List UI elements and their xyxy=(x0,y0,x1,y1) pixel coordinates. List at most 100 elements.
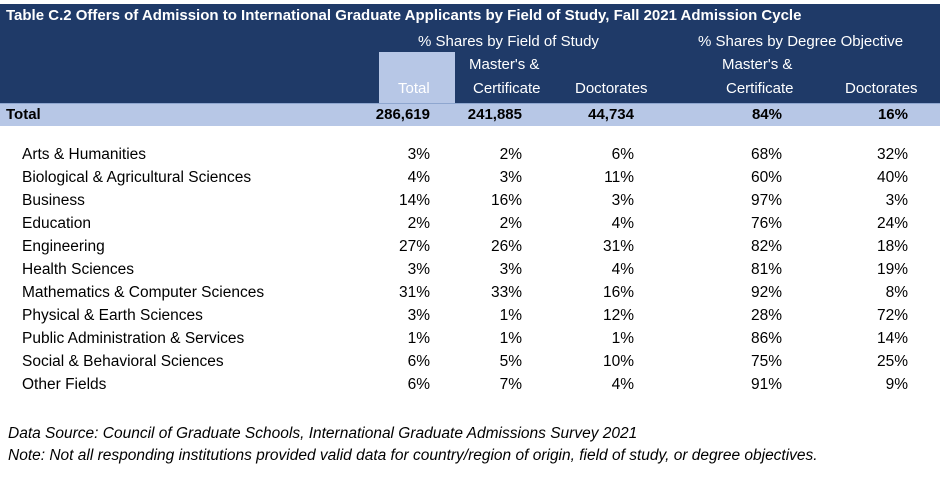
row-value-doctorates-pct: 9% xyxy=(885,376,908,393)
row-field-label: Biological & Agricultural Sciences xyxy=(22,169,252,186)
col-header-masters2-line2: Certificate xyxy=(726,80,794,97)
row-value-masters-pct: 76% xyxy=(750,215,782,232)
row-value-doctorates-pct: 24% xyxy=(876,215,908,232)
row-value-masters-pct: 75% xyxy=(750,353,782,370)
row-value-total: 6% xyxy=(407,353,430,370)
row-value-total: 3% xyxy=(407,307,430,324)
col-header-doctorates2: Doctorates xyxy=(845,80,918,97)
row-field-label: Engineering xyxy=(22,238,105,255)
row-value-total: 3% xyxy=(407,146,430,163)
row-value-masters: 1% xyxy=(499,330,522,347)
row-value-doctorates: 16% xyxy=(602,284,634,301)
row-field-label: Public Administration & Services xyxy=(22,330,245,347)
table-row: Education 2% 2% 4% 76% 24% xyxy=(0,212,940,235)
row-value-masters-pct: 91% xyxy=(750,376,782,393)
row-value-total: 4% xyxy=(407,169,430,186)
row-value-total: 31% xyxy=(398,284,430,301)
table-body: Arts & Humanities 3% 2% 6% 68% 32% Biological … xyxy=(0,143,940,396)
row-value-doctorates-pct: 8% xyxy=(885,284,908,301)
group-header-field-of-study: % Shares by Field of Study xyxy=(418,33,599,50)
row-value-masters-pct: 97% xyxy=(750,192,782,209)
table-row: Social & Behavioral Sciences 6% 5% 10% 75% 25… xyxy=(0,350,940,373)
row-value-masters-pct: 60% xyxy=(750,169,782,186)
row-value-doctorates: 4% xyxy=(611,261,634,278)
row-field-label: Education xyxy=(22,215,91,232)
table-row: Public Administration & Services 1% 1% 1% 86… xyxy=(0,327,940,350)
row-value-doctorates: 1% xyxy=(611,330,634,347)
col-header-masters-line1: Master's & xyxy=(469,56,540,73)
table-row: Physical & Earth Sciences 3% 1% 12% 28% 72% xyxy=(0,304,940,327)
row-value-doctorates-pct: 40% xyxy=(876,169,908,186)
row-value-doctorates-pct: 25% xyxy=(876,353,908,370)
row-value-total: 1% xyxy=(407,330,430,347)
row-value-total: 3% xyxy=(407,261,430,278)
row-value-doctorates-pct: 72% xyxy=(876,307,908,324)
row-field-label: Physical & Earth Sciences xyxy=(22,307,203,324)
total-row-total: 286,619 xyxy=(375,106,430,123)
row-value-masters-pct: 68% xyxy=(750,146,782,163)
row-value-masters: 7% xyxy=(499,376,522,393)
row-value-doctorates-pct: 32% xyxy=(876,146,908,163)
row-value-doctorates-pct: 3% xyxy=(885,192,908,209)
table-row: Arts & Humanities 3% 2% 6% 68% 32% xyxy=(0,143,940,166)
row-value-masters: 5% xyxy=(499,353,522,370)
row-value-masters: 33% xyxy=(490,284,522,301)
col-header-masters2-line1: Master's & xyxy=(722,56,793,73)
data-source-footnote: Data Source: Council of Graduate Schools… xyxy=(8,425,638,442)
row-value-masters-pct: 82% xyxy=(750,238,782,255)
row-value-total: 6% xyxy=(407,376,430,393)
row-value-total: 27% xyxy=(398,238,430,255)
row-value-masters-pct: 92% xyxy=(750,284,782,301)
row-value-masters-pct: 81% xyxy=(750,261,782,278)
row-value-doctorates: 12% xyxy=(602,307,634,324)
row-value-masters: 26% xyxy=(490,238,522,255)
table-row: Other Fields 6% 7% 4% 91% 9% xyxy=(0,373,940,396)
total-row-masters: 241,885 xyxy=(467,106,522,123)
row-field-label: Arts & Humanities xyxy=(22,146,147,163)
row-value-masters-pct: 28% xyxy=(750,307,782,324)
table-row: Business 14% 16% 3% 97% 3% xyxy=(0,189,940,212)
row-value-masters: 16% xyxy=(490,192,522,209)
row-value-doctorates: 11% xyxy=(604,169,634,186)
row-value-doctorates-pct: 14% xyxy=(876,330,908,347)
table-header: % Shares by Field of Study % Shares by D… xyxy=(0,28,940,103)
row-field-label: Health Sciences xyxy=(22,261,135,278)
row-value-doctorates-pct: 19% xyxy=(876,261,908,278)
row-value-total: 14% xyxy=(398,192,430,209)
total-row: Total 286,619 241,885 44,734 84% 16% xyxy=(0,103,940,126)
row-field-label: Mathematics & Computer Sciences xyxy=(22,284,265,301)
col-header-total: Total xyxy=(398,80,430,97)
total-row-masters-pct: 84% xyxy=(751,106,782,123)
table-row: Biological & Agricultural Sciences 4% 3% 11… xyxy=(0,166,940,189)
row-field-label: Other Fields xyxy=(22,376,107,393)
row-field-label: Social & Behavioral Sciences xyxy=(22,353,224,370)
row-value-masters: 1% xyxy=(499,307,522,324)
total-row-doctorates-pct: 16% xyxy=(877,106,908,123)
row-value-doctorates: 31% xyxy=(602,238,634,255)
row-value-masters: 3% xyxy=(499,169,522,186)
col-header-masters-line2: Certificate xyxy=(473,80,541,97)
table-title: Table C.2 Offers of Admission to Interna… xyxy=(0,4,940,28)
total-row-doctorates: 44,734 xyxy=(588,106,634,123)
row-value-masters: 2% xyxy=(499,215,522,232)
table-row: Engineering 27% 26% 31% 82% 18% xyxy=(0,235,940,258)
row-value-total: 2% xyxy=(407,215,430,232)
group-header-degree-objective: % Shares by Degree Objective xyxy=(698,33,904,50)
total-row-label: Total xyxy=(6,106,41,123)
row-value-doctorates: 4% xyxy=(611,376,634,393)
total-column-highlight xyxy=(379,52,455,103)
row-value-doctorates: 6% xyxy=(611,146,634,163)
row-value-doctorates-pct: 18% xyxy=(876,238,908,255)
col-header-doctorates: Doctorates xyxy=(575,80,648,97)
row-value-doctorates: 4% xyxy=(611,215,634,232)
row-value-masters-pct: 86% xyxy=(750,330,782,347)
row-value-masters: 3% xyxy=(499,261,522,278)
admissions-table: Table C.2 Offers of Admission to Interna… xyxy=(0,4,940,126)
row-field-label: Business xyxy=(22,192,85,209)
table-row: Health Sciences 3% 3% 4% 81% 19% xyxy=(0,258,940,281)
note-footnote: Note: Not all responding institutions pr… xyxy=(8,447,818,464)
row-value-doctorates: 3% xyxy=(611,192,634,209)
row-value-doctorates: 10% xyxy=(602,353,634,370)
row-value-masters: 2% xyxy=(499,146,522,163)
table-row: Mathematics & Computer Sciences 31% 33% 16%… xyxy=(0,281,940,304)
